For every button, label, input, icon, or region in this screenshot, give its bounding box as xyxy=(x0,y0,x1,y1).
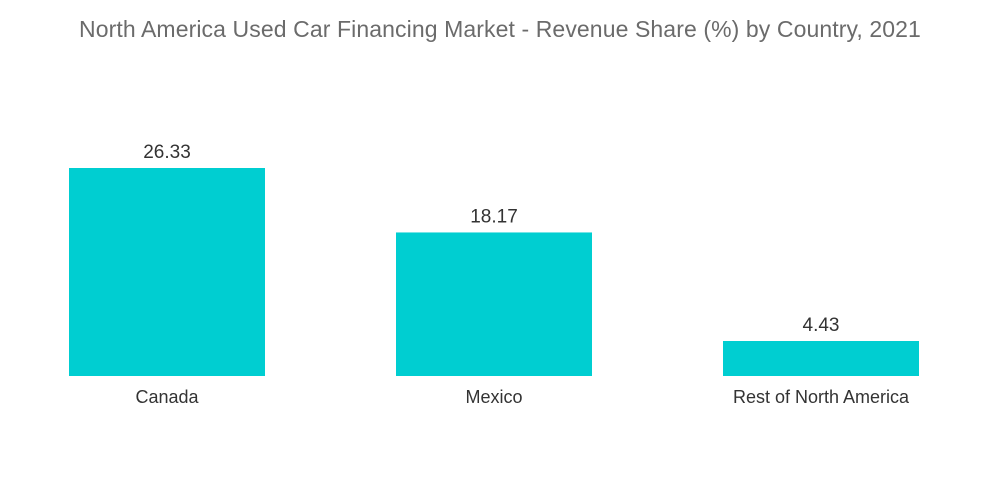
bar-rest-of-north-america xyxy=(723,341,919,376)
value-label-canada: 26.33 xyxy=(143,142,191,163)
bar-mexico xyxy=(396,232,592,376)
bar-canada xyxy=(69,168,265,376)
value-label-mexico: 18.17 xyxy=(470,206,518,227)
chart-title: North America Used Car Financing Market … xyxy=(79,16,921,42)
category-label-canada: Canada xyxy=(135,387,199,407)
value-label-rest-of-north-america: 4.43 xyxy=(803,315,840,336)
category-label-mexico: Mexico xyxy=(465,387,522,407)
category-label-rest-of-north-america: Rest of North America xyxy=(733,387,910,407)
